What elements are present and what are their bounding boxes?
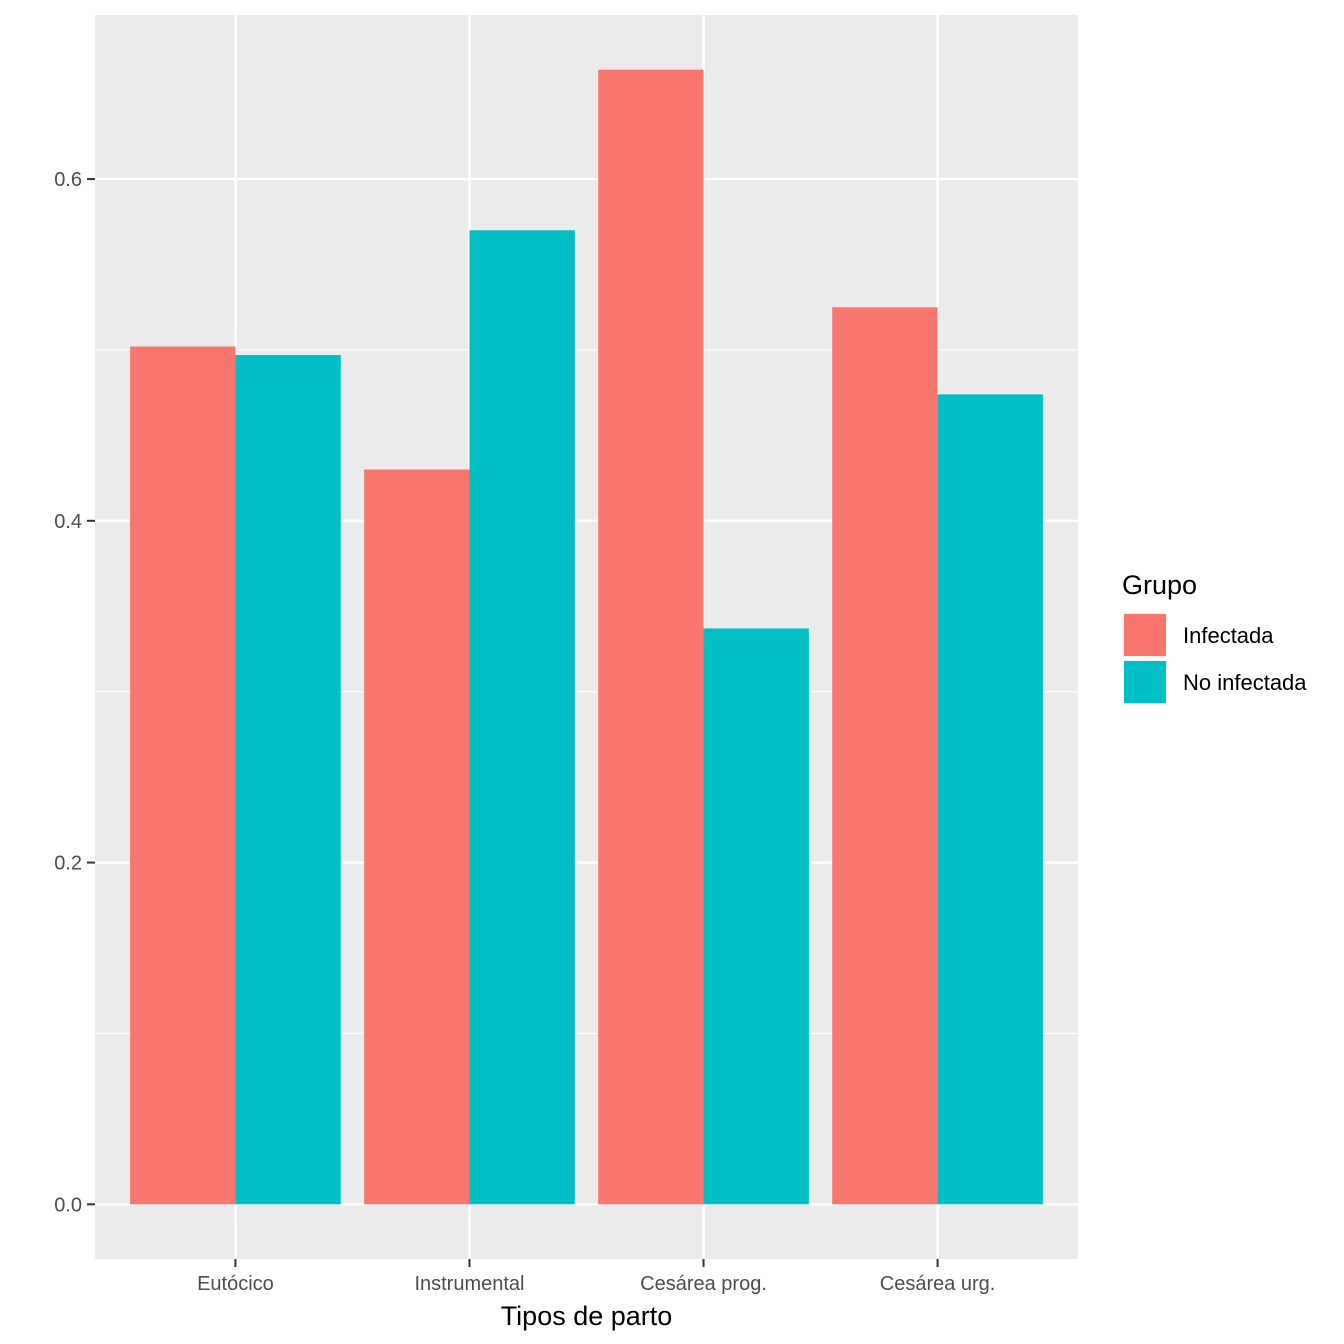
y-tick-label: 0.0: [54, 1194, 82, 1216]
bar-infectada-0: [130, 346, 236, 1205]
bar-infectada-2: [598, 69, 704, 1205]
legend-key-no-infectada: [1124, 661, 1166, 703]
bar-no-infectada-2: [703, 628, 809, 1205]
y-tick-label: 0.2: [54, 853, 82, 875]
y-axis: 0.0 0.2 0.4 0.6: [54, 169, 95, 1216]
x-tick-label: Cesárea urg.: [880, 1273, 996, 1295]
legend-label: Infectada: [1183, 623, 1274, 648]
bar-infectada-3: [832, 307, 938, 1205]
x-tick-label: Eutócico: [197, 1273, 274, 1295]
bar-no-infectada-3: [937, 394, 1043, 1205]
x-tick-label: Instrumental: [414, 1273, 524, 1295]
bars: [130, 69, 1043, 1205]
x-tick-label: Cesárea prog.: [640, 1273, 767, 1295]
bar-no-infectada-1: [469, 230, 575, 1205]
x-axis: Eutócico Instrumental Cesárea prog. Cesárea…: [197, 1259, 995, 1295]
bar-no-infectada-0: [235, 355, 341, 1205]
bar-infectada-1: [364, 469, 470, 1205]
y-tick-label: 0.4: [54, 511, 82, 533]
legend: Grupo Infectada No infectada: [1122, 570, 1307, 704]
legend-title: Grupo: [1122, 570, 1197, 600]
legend-key-infectada: [1124, 614, 1166, 656]
legend-label: No infectada: [1183, 670, 1307, 695]
x-axis-title: Tipos de parto: [501, 1301, 673, 1331]
y-tick-label: 0.6: [54, 169, 82, 191]
